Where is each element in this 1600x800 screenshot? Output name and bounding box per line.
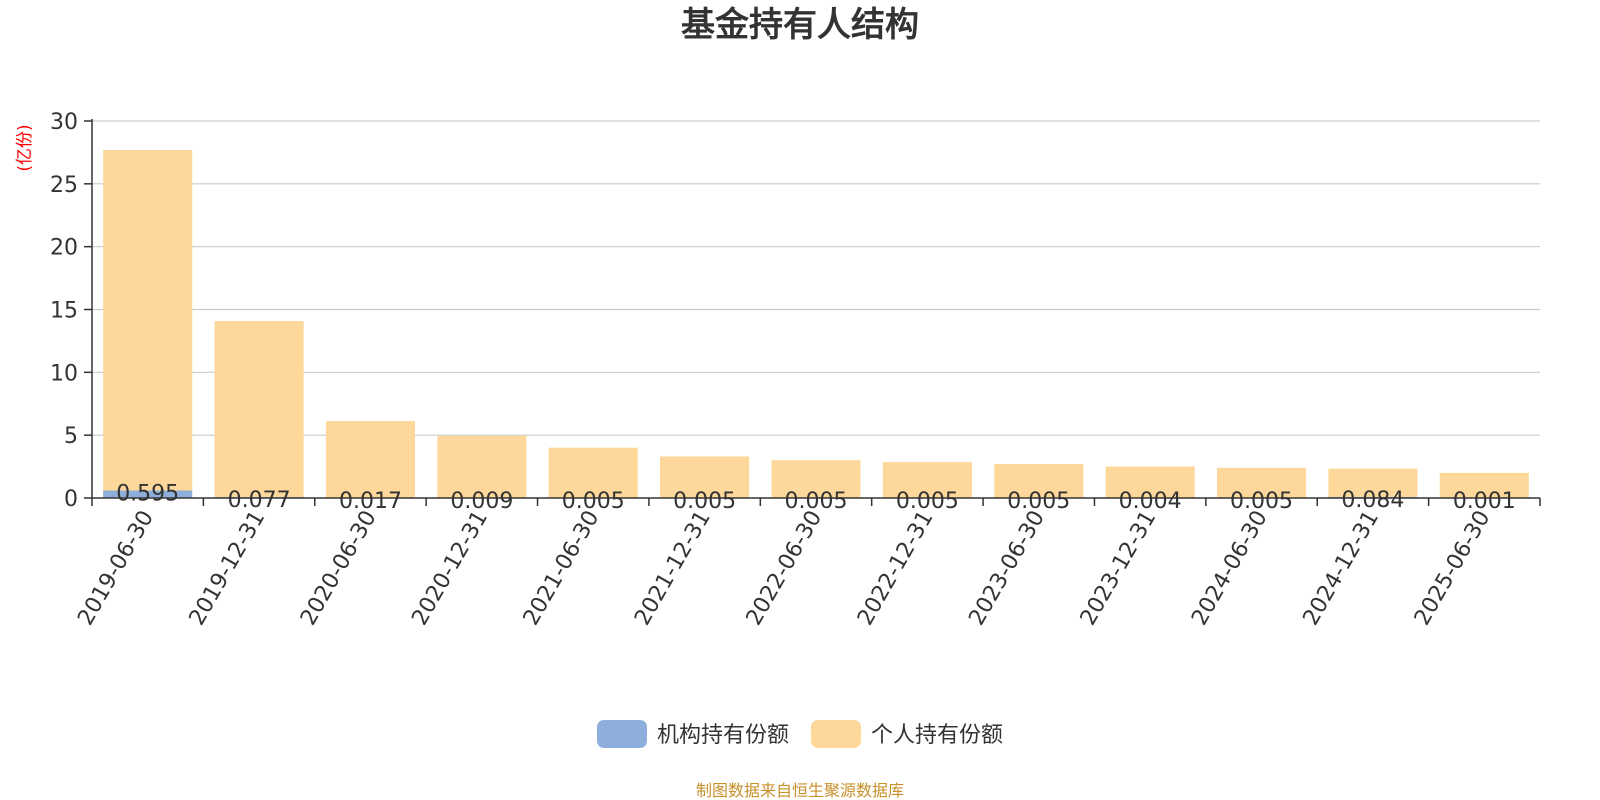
bar-individual	[1328, 468, 1418, 497]
data-labels: 0.595 0.077 0.017 0.009 0.005 0.005 0.005 0.005…	[116, 482, 1516, 514]
legend[interactable]: 机构持有份额 个人持有份额	[597, 720, 1003, 748]
data-label: 0.084	[1341, 488, 1404, 513]
data-label: 0.005	[785, 489, 848, 514]
bar-individual	[660, 456, 750, 498]
bar-individual	[994, 464, 1084, 498]
data-label: 0.005	[1007, 489, 1070, 514]
x-tick-label: 2020-06-30	[296, 507, 382, 630]
bar-individual	[103, 149, 193, 491]
bar-individual	[1105, 466, 1195, 498]
x-tick-label: 2022-12-31	[853, 507, 939, 630]
bar-individual	[548, 447, 638, 498]
bar-individual	[437, 435, 527, 498]
bar-individual	[325, 421, 416, 498]
grid-lines	[92, 120, 1540, 436]
legend-item[interactable]: 机构持有份额	[597, 720, 789, 748]
data-label: 0.005	[1230, 489, 1293, 514]
bar-individual	[1439, 472, 1529, 498]
x-tick-label: 2019-06-30	[73, 507, 159, 630]
x-tick-label: 2019-12-31	[185, 507, 271, 630]
x-tick-label: 2021-12-31	[630, 507, 716, 630]
y-tick-label: 15	[50, 299, 78, 324]
x-tick-label: 2021-06-30	[519, 507, 605, 630]
x-tick-label: 2022-06-30	[742, 507, 828, 630]
data-label: 0.009	[450, 489, 513, 514]
x-tick-label: 2024-06-30	[1187, 507, 1273, 630]
data-label: 0.077	[228, 488, 291, 513]
y-tick-label: 30	[50, 110, 78, 135]
x-tick-label: 2024-12-31	[1299, 507, 1385, 630]
bar-individual	[1216, 467, 1307, 498]
data-label: 0.005	[896, 489, 959, 514]
legend-label: 个人持有份额	[871, 723, 1003, 748]
bar-individual	[771, 460, 861, 498]
y-unit-label: (亿份)	[15, 124, 35, 171]
y-tick-label: 20	[50, 236, 78, 261]
data-label: 0.001	[1453, 489, 1516, 514]
y-tick-label: 25	[50, 173, 78, 198]
bar-institutional	[103, 490, 193, 498]
legend-swatch	[597, 720, 647, 748]
data-label: 0.005	[562, 489, 625, 514]
chart-title: 基金持有人结构	[681, 5, 919, 45]
data-label: 0.595	[116, 482, 179, 507]
bar-individual	[882, 462, 972, 498]
x-tick-label: 2020-12-31	[407, 507, 493, 630]
x-tick-label: 2025-06-30	[1410, 507, 1496, 630]
x-tick-label: 2023-06-30	[964, 507, 1050, 630]
bar-individual	[214, 321, 304, 498]
data-label: 0.004	[1119, 489, 1182, 514]
legend-swatch	[811, 720, 861, 748]
y-tick-label: 0	[64, 487, 78, 512]
legend-label: 机构持有份额	[657, 723, 789, 748]
data-label: 0.005	[673, 489, 736, 514]
legend-item[interactable]: 个人持有份额	[811, 720, 1003, 748]
y-tick-label: 10	[50, 361, 78, 386]
bars	[103, 149, 1529, 498]
data-label: 0.017	[339, 489, 402, 514]
y-tick-label: 5	[64, 424, 78, 449]
x-tick-label: 2023-12-31	[1076, 507, 1162, 630]
source-note: 制图数据来自恒生聚源数据库	[696, 781, 904, 800]
